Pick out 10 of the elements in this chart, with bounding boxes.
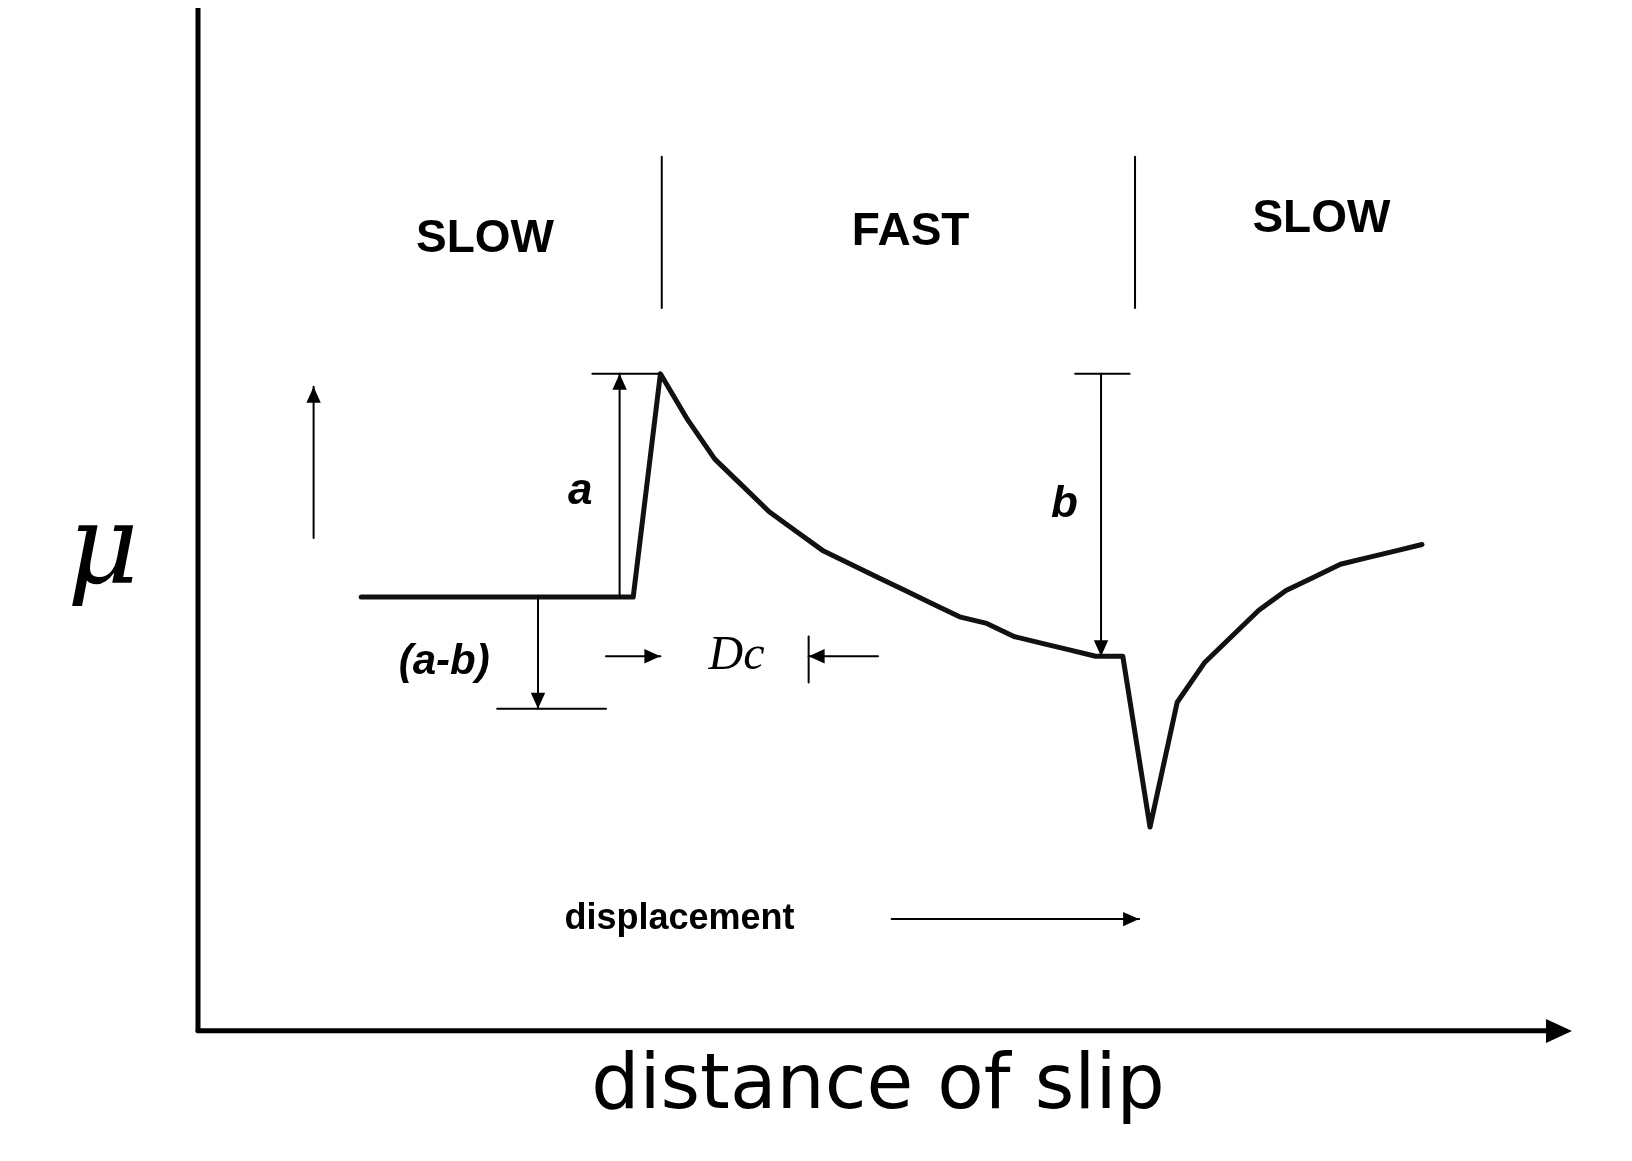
- y-axis-title: μ: [67, 480, 139, 609]
- annotation: displacement: [564, 896, 795, 938]
- annotation: Dc: [707, 625, 765, 679]
- x-axis-title: distance of slip: [591, 1037, 1165, 1127]
- annotation: (a-b): [398, 636, 490, 684]
- text: SLOW: [1252, 189, 1391, 242]
- text: FAST: [851, 203, 970, 256]
- annotation: b: [1050, 477, 1078, 527]
- annotation: a: [567, 464, 593, 514]
- text: SLOW: [415, 209, 555, 262]
